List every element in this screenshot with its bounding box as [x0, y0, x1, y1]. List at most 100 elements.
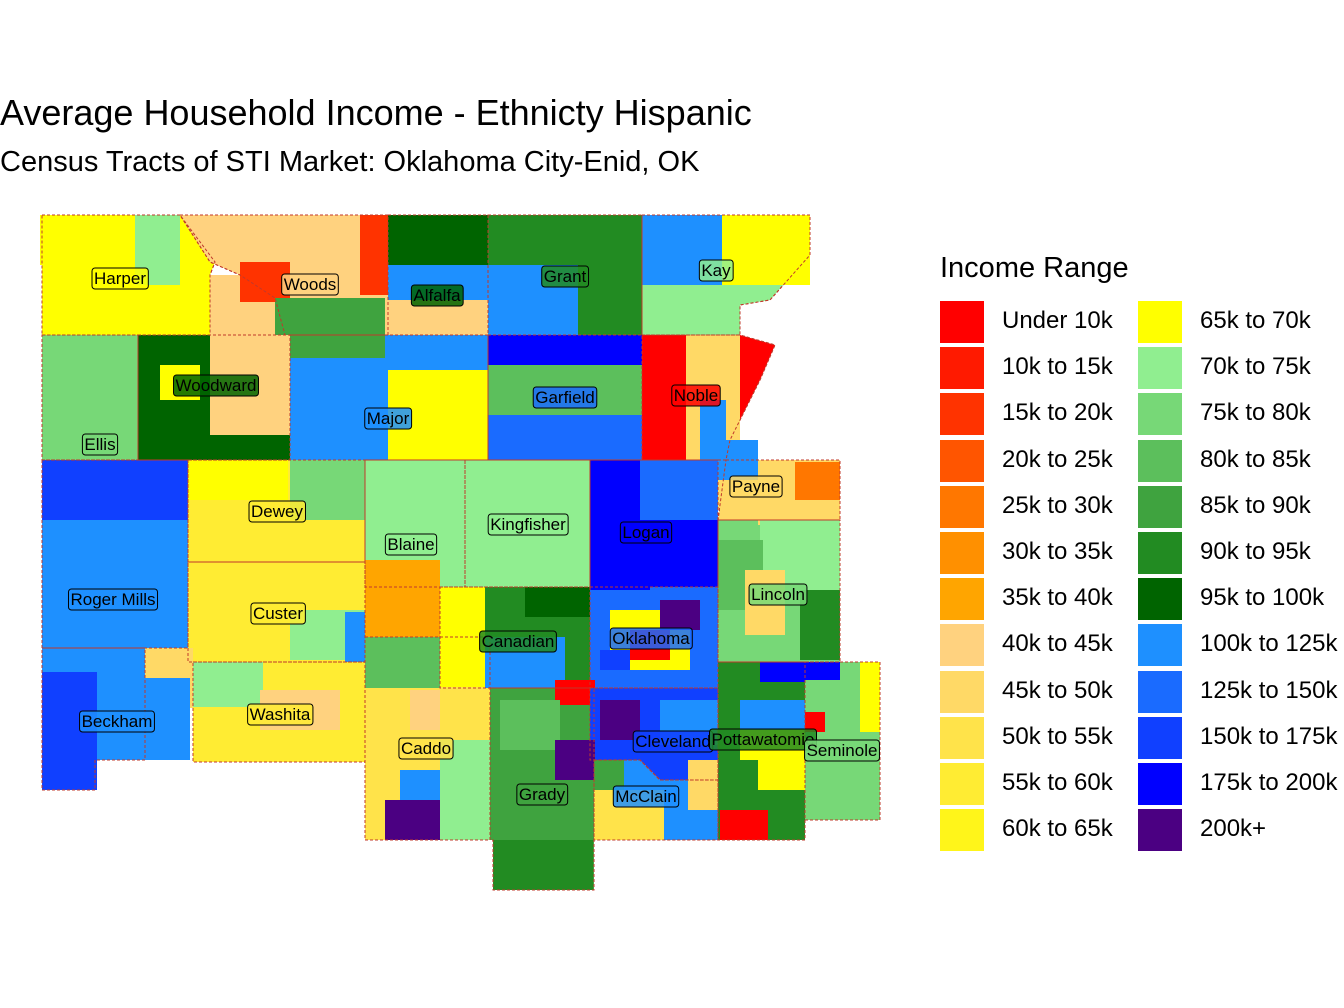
county-label-text: Dewey	[251, 502, 303, 521]
county-label-text: Woodward	[176, 376, 257, 395]
county-label-text: Harper	[94, 269, 146, 288]
legend-label: Under 10k	[1002, 307, 1113, 334]
legend-label: 10k to 15k	[1002, 353, 1113, 381]
tract-area	[493, 840, 593, 890]
legend-item: 20k to 25k	[940, 439, 1140, 484]
legend-item: Under 10k	[940, 301, 1140, 345]
legend-item: 60k to 65k	[940, 809, 1140, 853]
county-label-text: McClain	[615, 787, 676, 806]
county-label-box	[410, 284, 464, 307]
tract-area	[580, 240, 642, 330]
county-label-kay: Kay	[698, 259, 734, 282]
legend-label: 15k to 20k	[1002, 399, 1113, 427]
tract-area	[718, 662, 758, 707]
county-label-box	[516, 783, 569, 806]
legend-swatch	[1138, 532, 1182, 574]
tract-area	[275, 298, 385, 358]
tract-area	[594, 760, 624, 790]
county-label-box	[91, 267, 149, 290]
county-label-box	[532, 386, 598, 409]
tract-area	[193, 662, 263, 707]
county-label-text: Garfield	[535, 388, 595, 407]
county-label-oklahoma: Oklahoma	[609, 627, 693, 650]
legend-swatch	[940, 485, 984, 528]
county-label-dewey: Dewey	[248, 500, 306, 523]
choropleth-map: Harper Woods Alfalfa Grant Kay Woodward Major G…	[40, 214, 881, 891]
county-label-lincoln: Lincoln	[748, 583, 808, 606]
county-outline	[589, 687, 719, 781]
tract-area	[400, 770, 440, 800]
tract-area	[590, 540, 650, 590]
legend-swatch	[940, 532, 984, 574]
county-label-box	[247, 703, 314, 726]
tract-area	[42, 460, 188, 520]
county-label-box	[67, 588, 159, 611]
tract-area	[688, 760, 718, 810]
legend-label: 45k to 50k	[1002, 676, 1113, 704]
county-label-cleveland: Cleveland	[632, 730, 714, 753]
county-outline	[187, 459, 366, 563]
legend-label: 75k to 80k	[1200, 399, 1311, 427]
county-label-text: Payne	[732, 477, 780, 496]
map-title: Average Household Income - Ethnicty Hisp…	[0, 92, 752, 133]
legend-item: 75k to 80k	[1138, 393, 1338, 437]
county-label-text: Oklahoma	[612, 629, 690, 648]
legend-swatch	[1138, 763, 1182, 805]
legend-label: 70k to 75k	[1200, 353, 1311, 381]
legend-swatch	[940, 624, 984, 667]
legend-label: 60k to 65k	[1002, 815, 1113, 843]
legend-label: 150k to 175k	[1200, 722, 1338, 750]
county-outline	[641, 334, 776, 461]
map-subtitle: Census Tracts of STI Market: Oklahoma Ci…	[0, 146, 700, 178]
county-label-text: Roger Mills	[70, 590, 155, 609]
county-outline	[717, 459, 841, 521]
legend-item: 150k to 175k	[1138, 716, 1338, 761]
tract-area	[555, 740, 595, 780]
tract-area	[740, 700, 805, 730]
legend-label: 200k+	[1200, 815, 1267, 843]
legend-swatch	[940, 670, 984, 713]
county-label-roger-mills: Roger Mills	[67, 588, 159, 611]
legend-item: 30k to 35k	[940, 532, 1140, 576]
tract-area	[365, 637, 440, 688]
tract-area	[640, 460, 718, 520]
legend-item: 80k to 85k	[1138, 439, 1338, 484]
legend-label: 35k to 40k	[1002, 584, 1113, 612]
legend-label: 95k to 100k	[1200, 584, 1325, 612]
county-label-ellis: Ellis	[81, 433, 119, 456]
county-label-box	[384, 533, 438, 556]
legend-label: 125k to 150k	[1200, 676, 1338, 704]
legend-label: 50k to 55k	[1002, 722, 1113, 750]
county-label-text: Caddo	[401, 739, 451, 758]
county-label-box	[671, 384, 721, 407]
legend-swatch	[1138, 301, 1182, 343]
tract-area	[660, 600, 700, 630]
county-label-box	[487, 513, 569, 536]
county-label-garfield: Garfield	[532, 386, 598, 409]
tract-area	[760, 662, 840, 682]
tract-area	[722, 215, 810, 285]
county-label-text: Ellis	[84, 435, 115, 454]
county-label-canadian: Canadian	[479, 630, 557, 653]
legend-item: 95k to 100k	[1138, 578, 1338, 622]
legend-item: 90k to 95k	[1138, 532, 1338, 576]
legend-label: 100k to 125k	[1200, 630, 1338, 658]
county-label-blaine: Blaine	[384, 533, 438, 556]
county-label-grady: Grady	[516, 783, 569, 806]
legend-item: 45k to 50k	[940, 670, 1140, 715]
legend-swatch	[940, 578, 984, 621]
county-label-box	[479, 630, 557, 653]
legend-item: 175k to 200k	[1138, 763, 1338, 807]
legend-swatch	[1138, 670, 1182, 713]
legend-item: 125k to 150k	[1138, 670, 1338, 715]
tract-area	[345, 612, 365, 662]
county-label-box	[81, 433, 119, 456]
legend-label: 90k to 95k	[1200, 538, 1311, 565]
legend-swatch	[940, 439, 984, 482]
legend-label: 20k to 25k	[1002, 445, 1113, 473]
county-label-box	[612, 785, 680, 808]
county-label-box	[364, 407, 413, 430]
legend-item: 25k to 30k	[940, 485, 1140, 530]
tract-area	[555, 680, 595, 705]
tract-area	[860, 662, 880, 732]
